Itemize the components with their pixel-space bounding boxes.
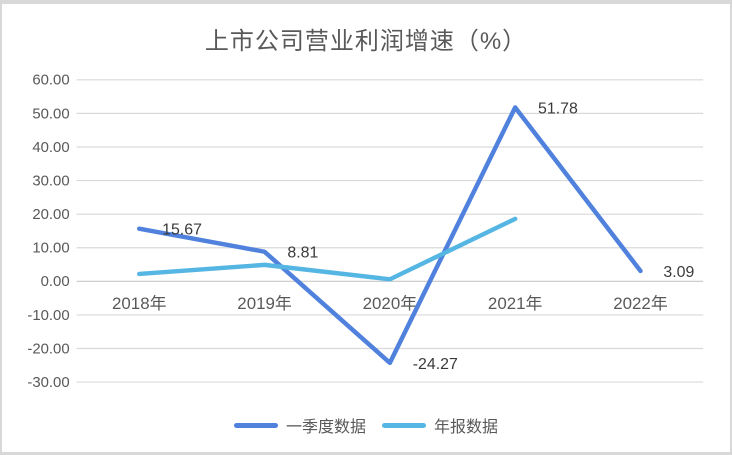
data-label: 8.81 bbox=[287, 245, 318, 262]
x-axis-label: 2022年 bbox=[613, 294, 668, 313]
legend-line-swatch-annual bbox=[382, 422, 426, 428]
data-label: 15.67 bbox=[162, 222, 202, 239]
y-tick-label: 10.00 bbox=[32, 241, 69, 257]
y-tick-label: 30.00 bbox=[32, 174, 69, 190]
line-chart-plot: 60.00 50.00 40.00 30.00 20.00 10.00 0.00 -10.00… bbox=[27, 73, 704, 391]
series-line-q1 bbox=[137, 105, 643, 366]
y-tick-label: 40.00 bbox=[32, 140, 69, 156]
y-tick-label: 50.00 bbox=[32, 106, 69, 122]
y-tick-label: 0.00 bbox=[41, 274, 70, 290]
data-label: -24.27 bbox=[413, 356, 458, 373]
series-line-annual bbox=[137, 216, 518, 282]
legend-label-q1: 一季度数据 bbox=[285, 419, 366, 436]
y-tick-label: -30.00 bbox=[27, 375, 69, 391]
legend-item-annual-data: 年报数据 bbox=[382, 413, 498, 437]
x-axis-label: 2019年 bbox=[237, 294, 292, 313]
x-axis-label: 2020年 bbox=[363, 294, 418, 313]
legend-item-q1-data: 一季度数据 bbox=[233, 413, 366, 437]
x-axis-label: 2018年 bbox=[112, 294, 167, 313]
chart-title: 上市公司营业利润增速（%） bbox=[204, 28, 528, 55]
y-tick-label: -10.00 bbox=[27, 308, 69, 324]
y-tick-label: 60.00 bbox=[32, 73, 69, 89]
data-label: 51.78 bbox=[538, 100, 578, 117]
y-tick-label: 20.00 bbox=[32, 207, 69, 223]
y-tick-label: -20.00 bbox=[27, 341, 69, 357]
data-label: 3.09 bbox=[663, 264, 694, 281]
legend-label-annual: 年报数据 bbox=[434, 419, 499, 436]
x-axis-label: 2021年 bbox=[488, 294, 543, 313]
legend-line-swatch-q1 bbox=[233, 422, 278, 428]
chart-legend: 一季度数据 年报数据 bbox=[2, 413, 730, 437]
